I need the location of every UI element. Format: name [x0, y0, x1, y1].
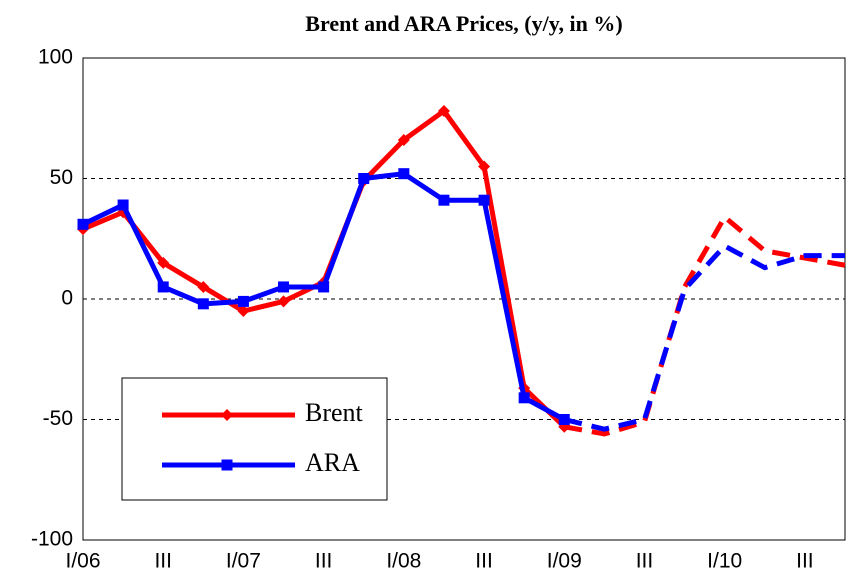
marker — [358, 173, 370, 184]
legend-label: ARA — [305, 448, 360, 477]
x-tick-label: I/09 — [547, 550, 582, 573]
x-tick-label: I/07 — [226, 550, 261, 573]
marker — [397, 133, 410, 146]
marker — [438, 194, 450, 206]
y-tick-label: 100 — [38, 46, 73, 69]
y-tick-label: -100 — [31, 528, 73, 551]
x-tick-label: III — [796, 550, 814, 573]
marker — [558, 414, 570, 425]
marker — [197, 298, 209, 310]
y-tick-label: 0 — [61, 287, 73, 310]
x-tick-label: III — [636, 550, 654, 573]
legend: Brent ARA — [121, 377, 388, 501]
marker — [157, 256, 170, 269]
x-tick-label: III — [154, 550, 172, 573]
marker — [318, 281, 330, 293]
marker — [278, 281, 290, 293]
legend-box — [121, 377, 388, 501]
marker — [117, 199, 129, 211]
x-tick-label: I/10 — [707, 550, 742, 573]
marker — [77, 218, 89, 230]
marker — [277, 295, 290, 308]
marker — [398, 168, 410, 180]
x-tick-label: III — [475, 550, 493, 573]
plot-frame — [82, 57, 846, 541]
marker — [221, 409, 233, 421]
y-tick-label: 50 — [50, 166, 73, 189]
marker — [478, 194, 490, 206]
series-line-dashed — [563, 214, 846, 437]
chart-title: Brent and ARA Prices, (y/y, in %) — [305, 11, 622, 36]
marker — [437, 105, 450, 118]
x-tick-label: I/06 — [65, 550, 100, 573]
marker — [157, 281, 169, 293]
marker — [518, 392, 530, 404]
marker — [221, 459, 233, 471]
x-tick-label: III — [315, 550, 333, 573]
x-tick-label: I/08 — [386, 550, 421, 573]
marker — [237, 305, 250, 318]
y-tick-label: -50 — [43, 407, 73, 430]
marker — [237, 295, 249, 307]
marker — [478, 160, 491, 173]
legend-label: Brent — [305, 398, 364, 427]
marker — [197, 280, 210, 293]
